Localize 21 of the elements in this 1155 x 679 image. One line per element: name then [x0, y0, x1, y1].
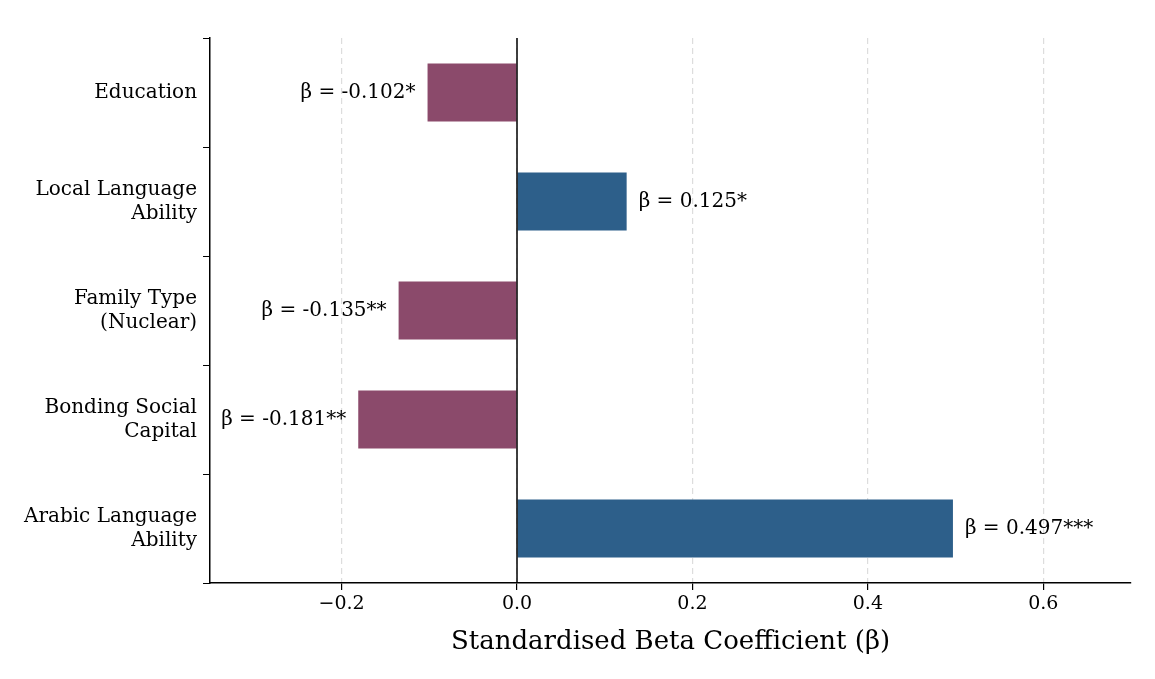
y-tick-label: Local Language Ability — [35, 175, 198, 224]
y-tick-label: Arabic Language Ability — [22, 502, 198, 551]
y-tick-label: Education — [94, 78, 198, 103]
y-tick-label: Bonding Social Capital — [44, 393, 198, 442]
bar — [517, 172, 627, 231]
x-tick-label: −0.2 — [318, 591, 365, 614]
x-tick-label: 0.0 — [501, 591, 533, 614]
x-tick-label: 0.6 — [1028, 591, 1059, 614]
x-tick-label: 0.4 — [852, 591, 883, 614]
data-label: β = 0.497*** — [964, 514, 1094, 539]
bar — [427, 63, 517, 122]
bar — [517, 499, 953, 558]
data-label: β = 0.125* — [638, 187, 747, 212]
data-label: β = -0.102* — [300, 78, 416, 103]
data-label: β = -0.135** — [261, 296, 387, 321]
x-axis-title: Standardised Beta Coefficient (β) — [450, 625, 891, 656]
bar — [358, 390, 517, 449]
x-tick-label: 0.2 — [677, 591, 708, 614]
data-label: β = -0.181** — [221, 405, 347, 430]
bar — [398, 281, 517, 340]
y-tick-label: Family Type (Nuclear) — [73, 284, 198, 333]
